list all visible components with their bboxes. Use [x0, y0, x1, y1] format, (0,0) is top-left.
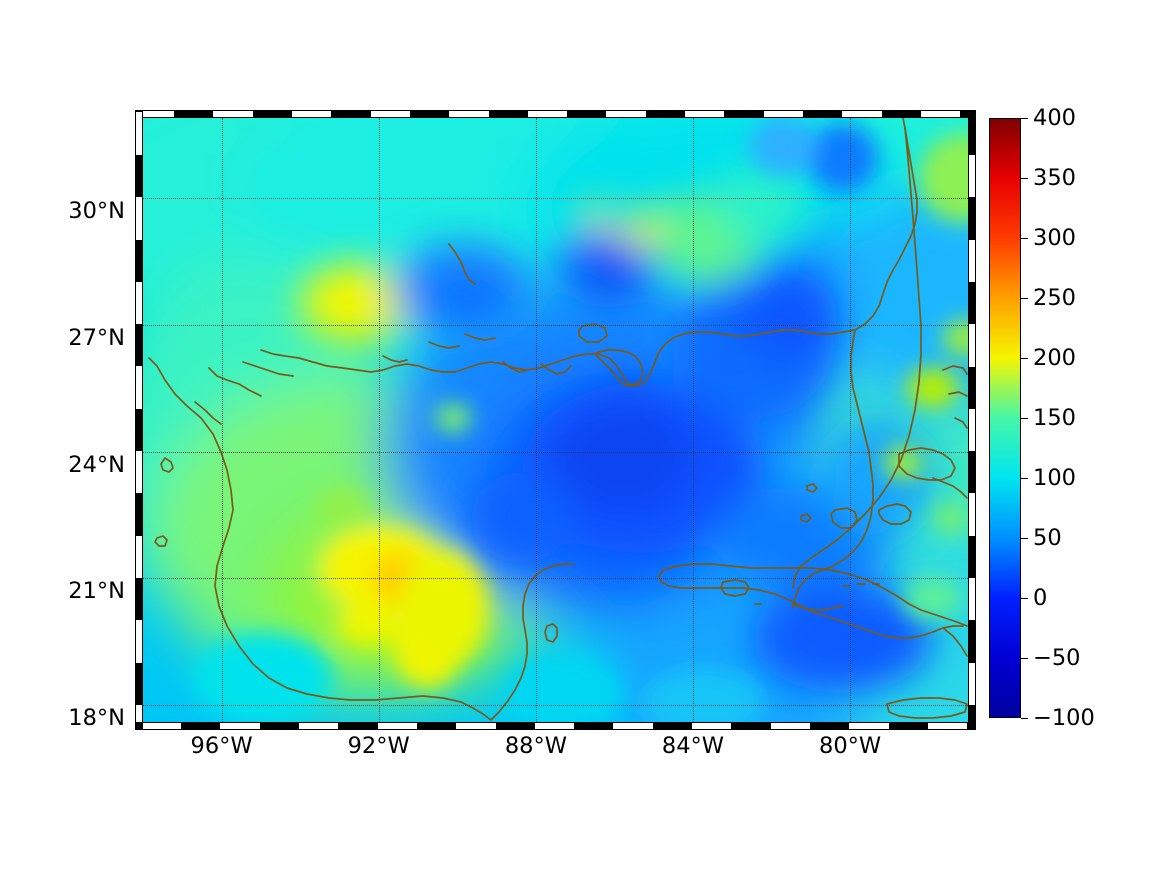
colorbar-tick-150	[1021, 418, 1028, 419]
map-axes	[135, 110, 976, 730]
map-data-region	[143, 118, 968, 722]
colorbar-tick-350	[1021, 178, 1028, 179]
map-frame-left	[135, 110, 143, 730]
colorbar-label-350: 350	[1033, 165, 1076, 191]
colorbar-label-150: 150	[1033, 405, 1076, 431]
y-tick-label-30N: 30°N	[68, 198, 125, 224]
colorbar-tick-50	[1021, 538, 1028, 539]
map-frame-right	[968, 110, 976, 730]
map-frame-bottom	[135, 722, 976, 730]
colorbar-tick-250	[1021, 298, 1028, 299]
colorbar-label-250: 250	[1033, 285, 1076, 311]
colorbar-tick-200	[1021, 358, 1028, 359]
colorbar-tick-400	[1021, 118, 1028, 119]
y-tick-label-27N: 27°N	[68, 324, 125, 351]
colorbar-tick--50	[1021, 658, 1028, 659]
y-tick-label-21N: 21°N	[68, 578, 125, 605]
colorbar-label-200: 200	[1033, 345, 1076, 371]
colorbar-tick-0	[1021, 598, 1028, 599]
colorbar-label-50: 50	[1033, 525, 1062, 551]
x-tick-label-84W: 84°W	[661, 733, 725, 759]
x-tick-label-92W: 92°W	[347, 733, 410, 759]
colorbar-tick-300	[1021, 238, 1028, 239]
y-tick-label-24N: 24°N	[68, 451, 125, 478]
map-frame-top	[135, 110, 976, 118]
colorbar-tick--100	[1021, 718, 1028, 719]
colorbar-label-400: 400	[1033, 105, 1076, 131]
colorbar-gradient	[989, 118, 1021, 718]
colorbar-label-100: 100	[1033, 465, 1076, 491]
x-tick-label-96W: 96°W	[190, 733, 253, 759]
x-tick-label-88W: 88°W	[504, 733, 567, 759]
x-tick-label-80W: 80°W	[819, 733, 882, 759]
scalar-field-heatmap	[143, 118, 968, 722]
colorbar-label-300: 300	[1033, 225, 1076, 251]
colorbar-label--100: −100	[1033, 705, 1095, 731]
colorbar-tick-100	[1021, 478, 1028, 479]
y-tick-label-18N: 18°N	[68, 705, 125, 731]
colorbar[interactable]: −100 −50 0 50 100 150 200 250 300 350 40…	[989, 105, 1095, 731]
colorbar-label-0: 0	[1033, 585, 1048, 611]
colorbar-label--50: −50	[1033, 645, 1081, 671]
